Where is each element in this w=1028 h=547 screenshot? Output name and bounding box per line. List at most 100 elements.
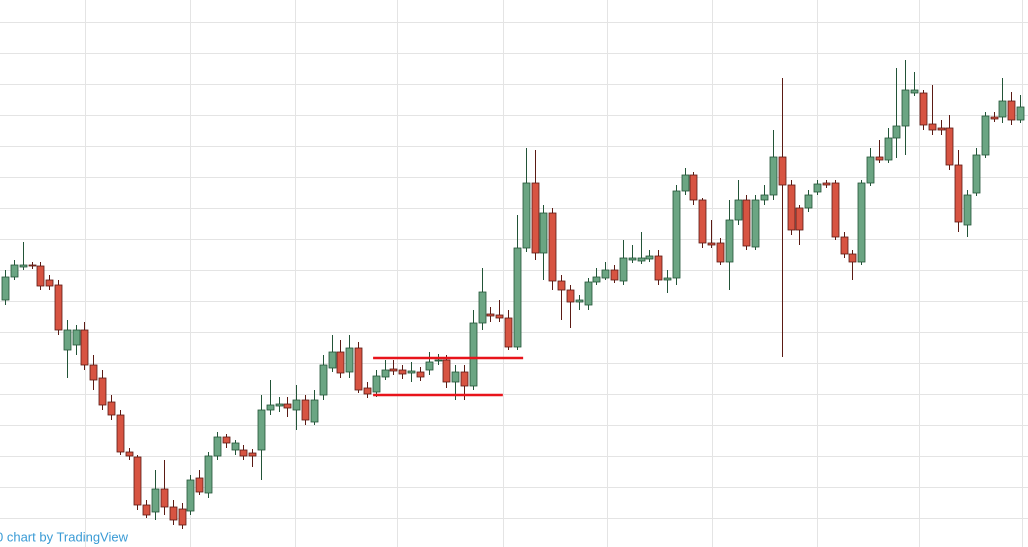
candle-body	[548, 212, 557, 282]
candle-body	[72, 329, 81, 346]
candle-body	[522, 182, 531, 249]
candle-body	[504, 317, 513, 348]
candle-body	[1016, 106, 1025, 121]
candle-body	[919, 92, 928, 126]
candle-body	[345, 347, 354, 373]
candle-body	[381, 369, 390, 378]
candle-body	[10, 264, 19, 278]
candle-body	[566, 289, 575, 303]
candle-body	[257, 409, 266, 451]
candle-body	[204, 455, 213, 494]
annotations	[373, 356, 524, 397]
candle-body	[292, 399, 301, 411]
candle-body	[742, 199, 751, 247]
candle-body	[363, 387, 372, 395]
candle-body	[486, 313, 495, 317]
candle-body	[1, 276, 10, 301]
candle-body	[178, 508, 187, 526]
candle-body	[89, 364, 98, 381]
candle-body	[107, 401, 116, 416]
candle-body	[336, 351, 345, 374]
candle-body	[495, 314, 504, 319]
candle-body	[142, 504, 151, 516]
candle-body	[760, 194, 769, 201]
candle-body	[98, 377, 107, 406]
candle-body	[125, 451, 134, 457]
candle-body	[840, 236, 849, 255]
candle-body	[231, 442, 240, 451]
candle-body	[151, 488, 160, 513]
candle-body	[848, 253, 857, 263]
candle-body	[133, 456, 142, 506]
candle-body	[80, 329, 89, 366]
candle-body	[319, 364, 328, 396]
candle-body	[875, 156, 884, 161]
candle-body	[689, 174, 698, 201]
candles	[1, 60, 1025, 529]
candle-body	[434, 359, 443, 362]
candle-body	[36, 265, 45, 287]
candle-body	[310, 399, 319, 423]
candle-body	[734, 199, 743, 221]
candle-body	[698, 199, 707, 244]
candle-body	[460, 371, 469, 387]
candle-body	[637, 257, 646, 262]
candle-body	[1007, 100, 1016, 121]
candle-body	[619, 257, 628, 282]
candle-body	[248, 452, 257, 457]
candle-body	[116, 414, 125, 453]
candle-body	[822, 182, 831, 186]
candle-body	[884, 137, 893, 161]
candle-body	[531, 182, 540, 254]
candle-body	[266, 404, 275, 411]
candle-body	[28, 264, 37, 267]
candle-body	[954, 164, 963, 223]
candle-body	[981, 115, 990, 156]
candle-body	[592, 276, 601, 283]
candle-body	[963, 194, 972, 226]
candle-body	[45, 279, 54, 287]
candle-body	[372, 375, 381, 393]
candle-body	[795, 207, 804, 231]
candle-body	[654, 255, 663, 281]
candle-body	[160, 488, 169, 508]
candle-body	[751, 199, 760, 248]
candle-body	[301, 399, 310, 421]
candle-body	[910, 89, 919, 94]
candle-body	[901, 89, 910, 127]
candle-body	[681, 174, 690, 192]
candle-body	[478, 291, 487, 324]
candle-body	[831, 182, 840, 238]
candle-body	[275, 403, 284, 407]
candle-body	[601, 269, 610, 279]
candle-body	[239, 449, 248, 457]
candle-body	[716, 242, 725, 263]
candle-body	[972, 154, 981, 194]
candle-body	[945, 127, 954, 166]
candle-body	[778, 156, 787, 186]
candle-body	[725, 219, 734, 263]
candle-body	[804, 194, 813, 209]
candle-body	[769, 156, 778, 196]
candle-body	[892, 125, 901, 139]
candle-body	[787, 184, 796, 231]
candle-body	[513, 247, 522, 348]
candle-body	[539, 212, 548, 254]
candle-body	[672, 190, 681, 279]
candle-body	[469, 322, 478, 387]
watermark: 0 chart by TradingView	[0, 529, 129, 544]
candle-body	[416, 371, 425, 378]
candle-body	[283, 403, 292, 409]
candle-body	[998, 100, 1007, 118]
candle-body	[575, 299, 584, 303]
candle-body	[213, 436, 222, 457]
candle-body	[425, 361, 434, 371]
candle-body	[813, 183, 822, 193]
candle-body	[169, 506, 178, 521]
candle-body	[398, 369, 407, 375]
candle-body	[222, 436, 231, 444]
candle-body	[707, 242, 716, 246]
candle-body	[451, 371, 460, 383]
